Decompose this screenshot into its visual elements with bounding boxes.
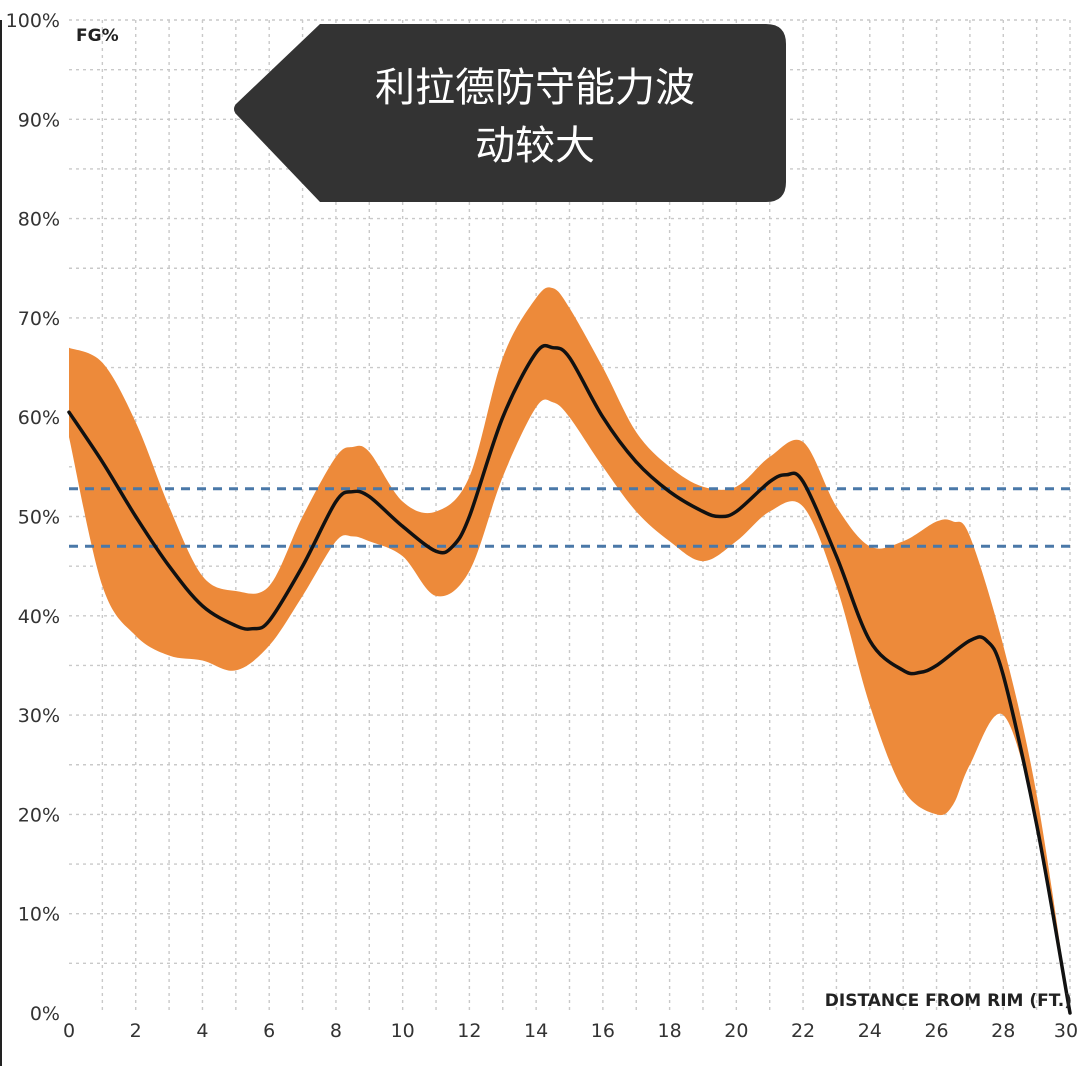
x-tick-label: 24 bbox=[858, 1020, 882, 1042]
y-axis-title: FG% bbox=[76, 26, 119, 46]
x-tick-label: 16 bbox=[591, 1020, 615, 1042]
y-tick-label: 30% bbox=[18, 705, 60, 727]
y-tick-label: 0% bbox=[30, 1003, 60, 1025]
y-tick-label: 40% bbox=[18, 606, 60, 628]
x-tick-label: 28 bbox=[991, 1020, 1015, 1042]
x-tick-label: 4 bbox=[196, 1020, 208, 1042]
annotation-callout: 利拉德防守能力波 动较大 bbox=[234, 24, 786, 202]
y-tick-labels: 0% 10% 20% 30% 40% 50% 60% 70% 80% 90% 100% bbox=[6, 10, 60, 1025]
x-tick-label: 2 bbox=[130, 1020, 142, 1042]
annotation-text-line-1: 利拉德防守能力波 bbox=[375, 65, 695, 111]
fg-trend-line bbox=[67, 343, 1072, 1015]
chart-marks bbox=[67, 287, 1072, 1015]
y-tick-label: 10% bbox=[18, 904, 60, 926]
y-tick-label: 60% bbox=[18, 407, 60, 429]
x-tick-label: 14 bbox=[524, 1020, 548, 1042]
confidence-band bbox=[69, 287, 1070, 1013]
x-tick-label: 8 bbox=[330, 1020, 342, 1042]
x-tick-label: 22 bbox=[791, 1020, 815, 1042]
y-tick-label: 80% bbox=[18, 209, 60, 231]
x-tick-label: 6 bbox=[263, 1020, 275, 1042]
y-tick-label: 50% bbox=[18, 507, 60, 529]
annotation-callout-background bbox=[234, 24, 786, 202]
x-tick-label: 0 bbox=[63, 1020, 75, 1042]
x-tick-label: 12 bbox=[457, 1020, 481, 1042]
y-tick-label: 20% bbox=[18, 804, 60, 826]
x-tick-label: 10 bbox=[391, 1020, 415, 1042]
x-axis-title: DISTANCE FROM RIM (FT.) bbox=[825, 991, 1072, 1011]
y-tick-label: 70% bbox=[18, 308, 60, 330]
y-tick-label: 100% bbox=[6, 10, 60, 32]
x-tick-label: 26 bbox=[924, 1020, 948, 1042]
x-tick-label: 30 bbox=[1054, 1020, 1078, 1042]
x-tick-label: 18 bbox=[658, 1020, 682, 1042]
y-tick-label: 90% bbox=[18, 109, 60, 131]
annotation-text-line-2: 动较大 bbox=[475, 123, 595, 169]
x-tick-label: 20 bbox=[724, 1020, 748, 1042]
x-tick-labels: 0 2 4 6 8 10 12 14 16 18 20 22 24 26 28 30 bbox=[63, 1020, 1078, 1042]
